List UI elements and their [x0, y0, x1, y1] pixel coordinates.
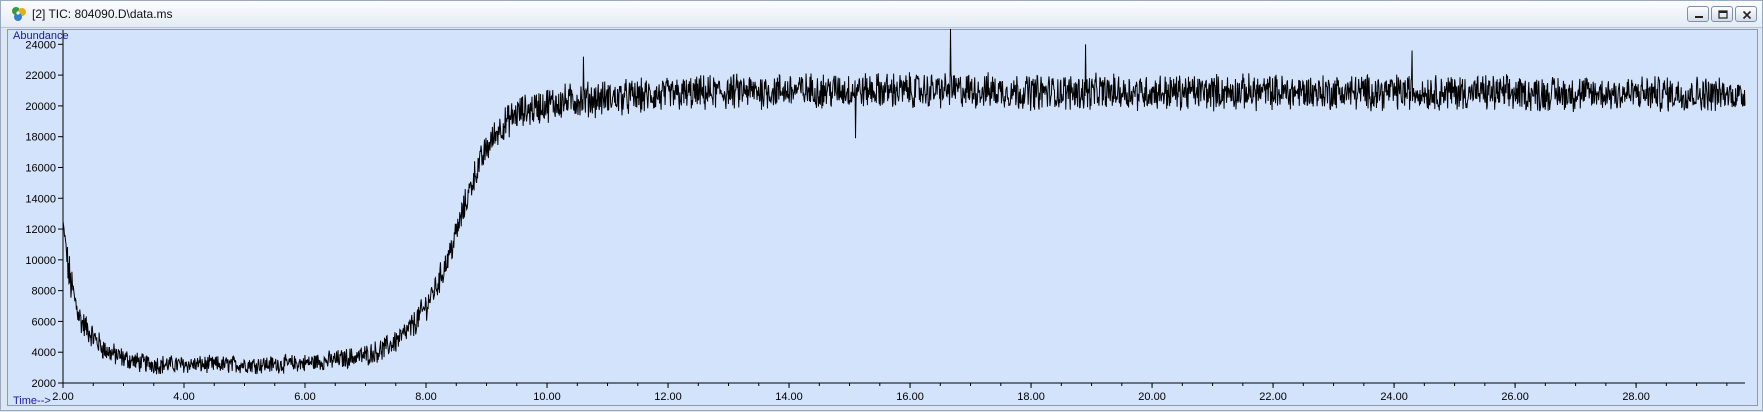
y-tick-label: 22000 — [25, 70, 56, 82]
x-tick-label: 8.00 — [415, 391, 436, 403]
x-tick-label: 14.00 — [775, 391, 803, 403]
y-tick-label: 10000 — [25, 255, 56, 267]
tic-trace-line — [62, 28, 1746, 375]
x-axis-label: Time--> — [13, 395, 51, 407]
x-tick-label: 18.00 — [1017, 391, 1045, 403]
y-tick-label: 24000 — [25, 39, 56, 51]
y-tick-label: 2000 — [32, 378, 56, 390]
y-tick-label: 20000 — [25, 101, 56, 113]
x-tick-label: 26.00 — [1501, 391, 1529, 403]
x-tick-label: 4.00 — [173, 391, 194, 403]
y-tick-label: 4000 — [32, 347, 56, 359]
close-icon — [1742, 10, 1752, 20]
chemstation-icon — [12, 7, 26, 21]
minimize-button[interactable] — [1687, 6, 1709, 22]
window-title: [2] TIC: 804090.D\data.ms — [32, 7, 173, 21]
x-tick-label: 22.00 — [1259, 391, 1287, 403]
x-tick-label: 28.00 — [1622, 391, 1650, 403]
y-tick-label: 16000 — [25, 162, 56, 174]
y-tick-label: 12000 — [25, 224, 56, 236]
x-tick-label: 20.00 — [1138, 391, 1166, 403]
x-tick-label: 2.00 — [52, 391, 73, 403]
y-axis-label: Abundance — [13, 30, 69, 42]
y-tick-label: 8000 — [32, 286, 56, 298]
x-tick-label: 24.00 — [1380, 391, 1408, 403]
x-tick-label: 12.00 — [654, 391, 682, 403]
restore-icon — [1718, 10, 1728, 19]
y-tick-label: 18000 — [25, 132, 56, 144]
close-button[interactable] — [1735, 6, 1757, 22]
y-tick-label: 6000 — [32, 316, 56, 328]
x-tick-label: 10.00 — [533, 391, 561, 403]
restore-button[interactable] — [1711, 6, 1733, 22]
title-bar[interactable]: [2] TIC: 804090.D\data.ms — [1, 1, 1762, 28]
x-tick-label: 6.00 — [294, 391, 315, 403]
y-tick-label: 14000 — [25, 193, 56, 205]
x-tick-label: 16.00 — [896, 391, 924, 403]
minimize-icon — [1695, 16, 1703, 18]
